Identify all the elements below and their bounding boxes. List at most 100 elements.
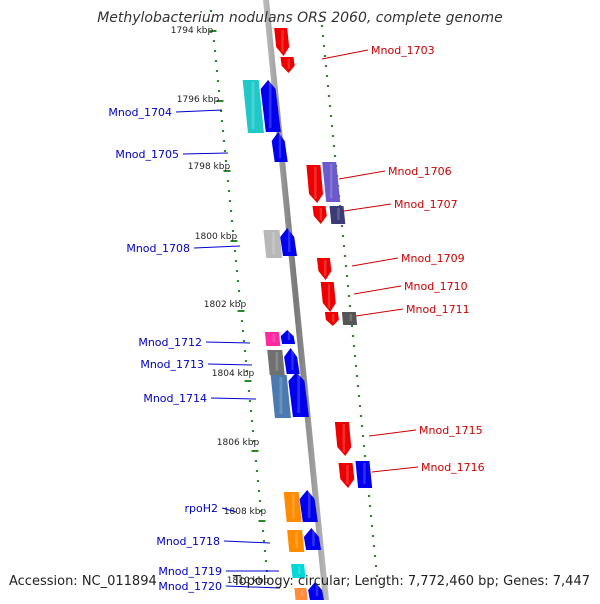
gene-label-reverse: Mnod_1703 xyxy=(371,44,435,57)
scale-dot xyxy=(220,120,224,122)
gene-features xyxy=(242,28,373,600)
scale-dot xyxy=(359,415,363,417)
scale-dot xyxy=(374,565,378,567)
leader-line xyxy=(207,363,253,366)
leader-line xyxy=(182,152,229,155)
scale-dot xyxy=(231,230,235,232)
gene-arrow xyxy=(320,282,336,312)
scale-dot xyxy=(238,300,242,302)
scale-dot xyxy=(350,325,354,327)
gene-highlight xyxy=(251,82,255,129)
gene-label-forward: Mnod_1718 xyxy=(156,535,220,548)
scale-dot xyxy=(241,330,245,332)
leader-line xyxy=(225,585,281,589)
gene-block xyxy=(264,332,281,346)
gene-feature xyxy=(270,375,291,418)
gene-highlight xyxy=(278,134,282,158)
gene-arrow xyxy=(280,228,297,256)
scale-dot xyxy=(323,55,327,57)
gene-block xyxy=(267,350,285,375)
scale-dot xyxy=(320,25,324,27)
gene-highlight xyxy=(297,374,301,413)
gene-arrow xyxy=(324,312,339,326)
scale-dot xyxy=(210,20,214,22)
scale-dot xyxy=(227,190,231,192)
gene-highlight xyxy=(363,463,366,484)
scale-dot xyxy=(375,575,379,577)
leader-line xyxy=(321,49,369,60)
gene-feature xyxy=(280,57,295,73)
gene-highlight xyxy=(342,424,346,452)
gene-highlight xyxy=(287,230,291,252)
leader-line xyxy=(351,257,399,267)
gene-arrow xyxy=(308,582,324,600)
scale-dot xyxy=(223,150,227,152)
gene-feature xyxy=(280,228,297,256)
gene-feature xyxy=(280,330,296,344)
leader-line xyxy=(368,429,417,437)
kbp-tick-label: 1800 kbp xyxy=(195,232,238,242)
gene-arrow xyxy=(334,422,352,456)
gene-labels: Mnod_1704 Mnod_1705 Mnod_1708 Mnod_1712 Mnod… xyxy=(108,44,484,593)
scale-dot xyxy=(342,245,346,247)
scale-dot xyxy=(250,420,254,422)
gene-arrow xyxy=(303,528,322,550)
scale-dot xyxy=(219,110,223,112)
scale-dot xyxy=(226,180,230,182)
gene-block xyxy=(270,375,291,418)
scale-dot xyxy=(251,430,255,432)
scale-dot xyxy=(333,155,337,157)
gene-highlight xyxy=(301,590,304,596)
gene-highlight xyxy=(291,494,295,518)
gene-highlight xyxy=(314,167,317,199)
gene-highlight xyxy=(272,334,276,342)
leader-line xyxy=(343,203,392,212)
scale-dot xyxy=(332,145,336,147)
accession-text: Accession: NC_011894 xyxy=(9,574,157,589)
scale-dot xyxy=(369,515,373,517)
gene-block xyxy=(283,492,302,522)
scale-dot xyxy=(351,335,355,337)
scale-dot xyxy=(216,100,224,102)
gene-highlight xyxy=(307,492,311,518)
gene-highlight xyxy=(281,30,284,52)
scale-dot xyxy=(329,115,333,117)
scale-dot xyxy=(328,105,332,107)
gene-feature xyxy=(299,490,318,522)
scale-dot xyxy=(259,510,263,512)
gene-highlight xyxy=(279,377,283,414)
gene-feature xyxy=(316,258,332,280)
gene-highlight xyxy=(327,284,331,308)
scale-dot xyxy=(346,285,350,287)
scale-dot xyxy=(348,305,352,307)
scale-dot xyxy=(230,220,234,222)
gene-feature xyxy=(306,165,324,203)
scale-dot xyxy=(221,130,225,132)
scale-dot xyxy=(345,275,349,277)
scale-dot xyxy=(363,455,367,457)
scale-dot xyxy=(261,530,265,532)
gene-label-forward: Mnod_1705 xyxy=(115,148,179,161)
leader-line xyxy=(355,308,404,317)
gene-block xyxy=(322,162,341,202)
scale-dot xyxy=(362,445,366,447)
leader-line xyxy=(371,466,419,473)
scale-dot xyxy=(240,320,244,322)
scale-dot xyxy=(255,470,259,472)
gene-feature xyxy=(303,528,322,550)
gene-highlight xyxy=(312,530,315,546)
scale-dot xyxy=(223,170,231,172)
gene-block xyxy=(294,588,308,600)
gene-highlight xyxy=(349,314,353,321)
gene-feature xyxy=(341,312,358,325)
scale-dot xyxy=(330,125,334,127)
gene-highlight xyxy=(329,164,333,198)
gene-highlight xyxy=(275,352,279,371)
gene-highlight xyxy=(319,208,322,220)
gene-feature xyxy=(284,348,300,374)
kbp-tick-label: 1808 kbp xyxy=(224,507,267,517)
scale-dot xyxy=(353,355,357,357)
scale-dot xyxy=(237,310,245,312)
gene-highlight xyxy=(337,208,340,220)
